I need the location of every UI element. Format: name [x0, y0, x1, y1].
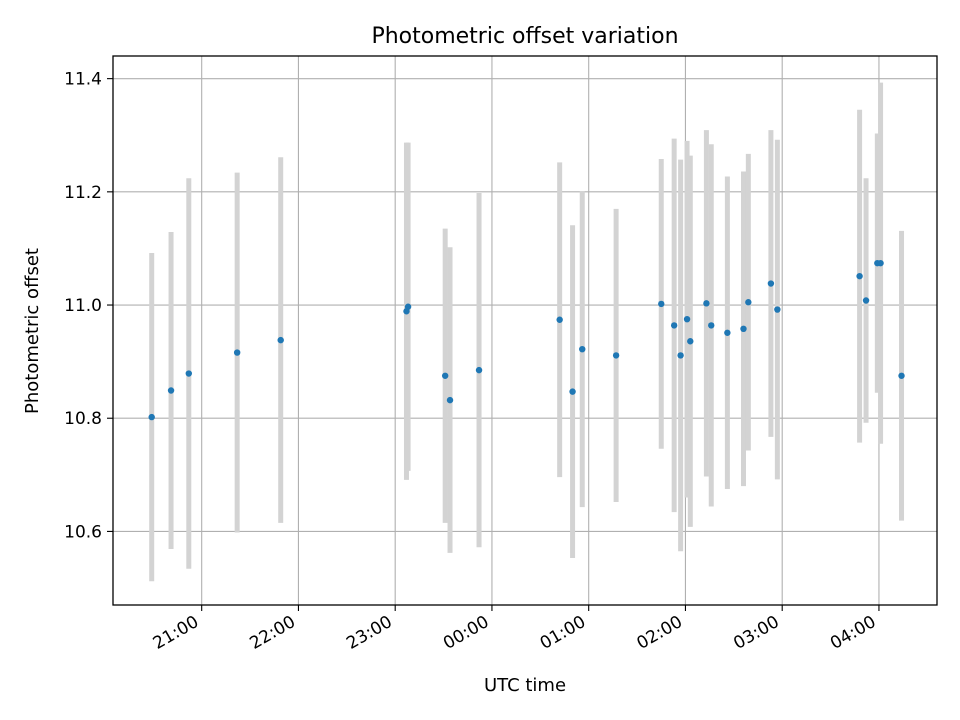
y-tick-label: 11.2	[64, 183, 102, 203]
y-tick-label: 10.8	[64, 409, 102, 429]
y-axis-ticks: 10.6 10.8 11.0 11.2 11.4	[64, 70, 113, 542]
chart-title: Photometric offset variation	[371, 24, 678, 49]
data-point	[277, 336, 284, 344]
data-point	[475, 366, 483, 374]
data-point	[708, 322, 715, 329]
data-point	[612, 352, 620, 359]
data-point	[856, 272, 863, 280]
data-point	[670, 322, 678, 329]
data-point	[898, 372, 905, 379]
data-point	[745, 299, 752, 306]
y-tick-label: 10.6	[64, 522, 102, 542]
data-point	[185, 370, 192, 377]
data-point	[877, 259, 884, 267]
data-point	[148, 413, 155, 421]
data-point	[687, 338, 694, 345]
data-point	[862, 297, 870, 304]
data-point	[446, 396, 454, 404]
y-axis-label: Photometric offset	[22, 248, 43, 414]
data-point	[441, 372, 449, 379]
data-point	[167, 387, 175, 394]
data-point	[658, 300, 665, 308]
plot-frame	[112, 55, 938, 606]
y-tick-label: 11.0	[64, 296, 102, 316]
data-point	[569, 388, 576, 395]
data-point	[767, 280, 775, 287]
data-point	[724, 329, 731, 336]
y-tick-label: 11.4	[64, 70, 102, 90]
data-point	[233, 349, 241, 356]
data-point	[677, 352, 684, 359]
data-point	[683, 315, 691, 323]
data-point	[404, 303, 412, 310]
data-point	[579, 345, 586, 353]
data-point	[556, 316, 563, 323]
data-point	[740, 325, 747, 333]
data-point	[774, 306, 781, 313]
data-point	[703, 300, 710, 307]
data-points	[148, 259, 905, 421]
x-axis-label: UTC time	[484, 675, 566, 696]
